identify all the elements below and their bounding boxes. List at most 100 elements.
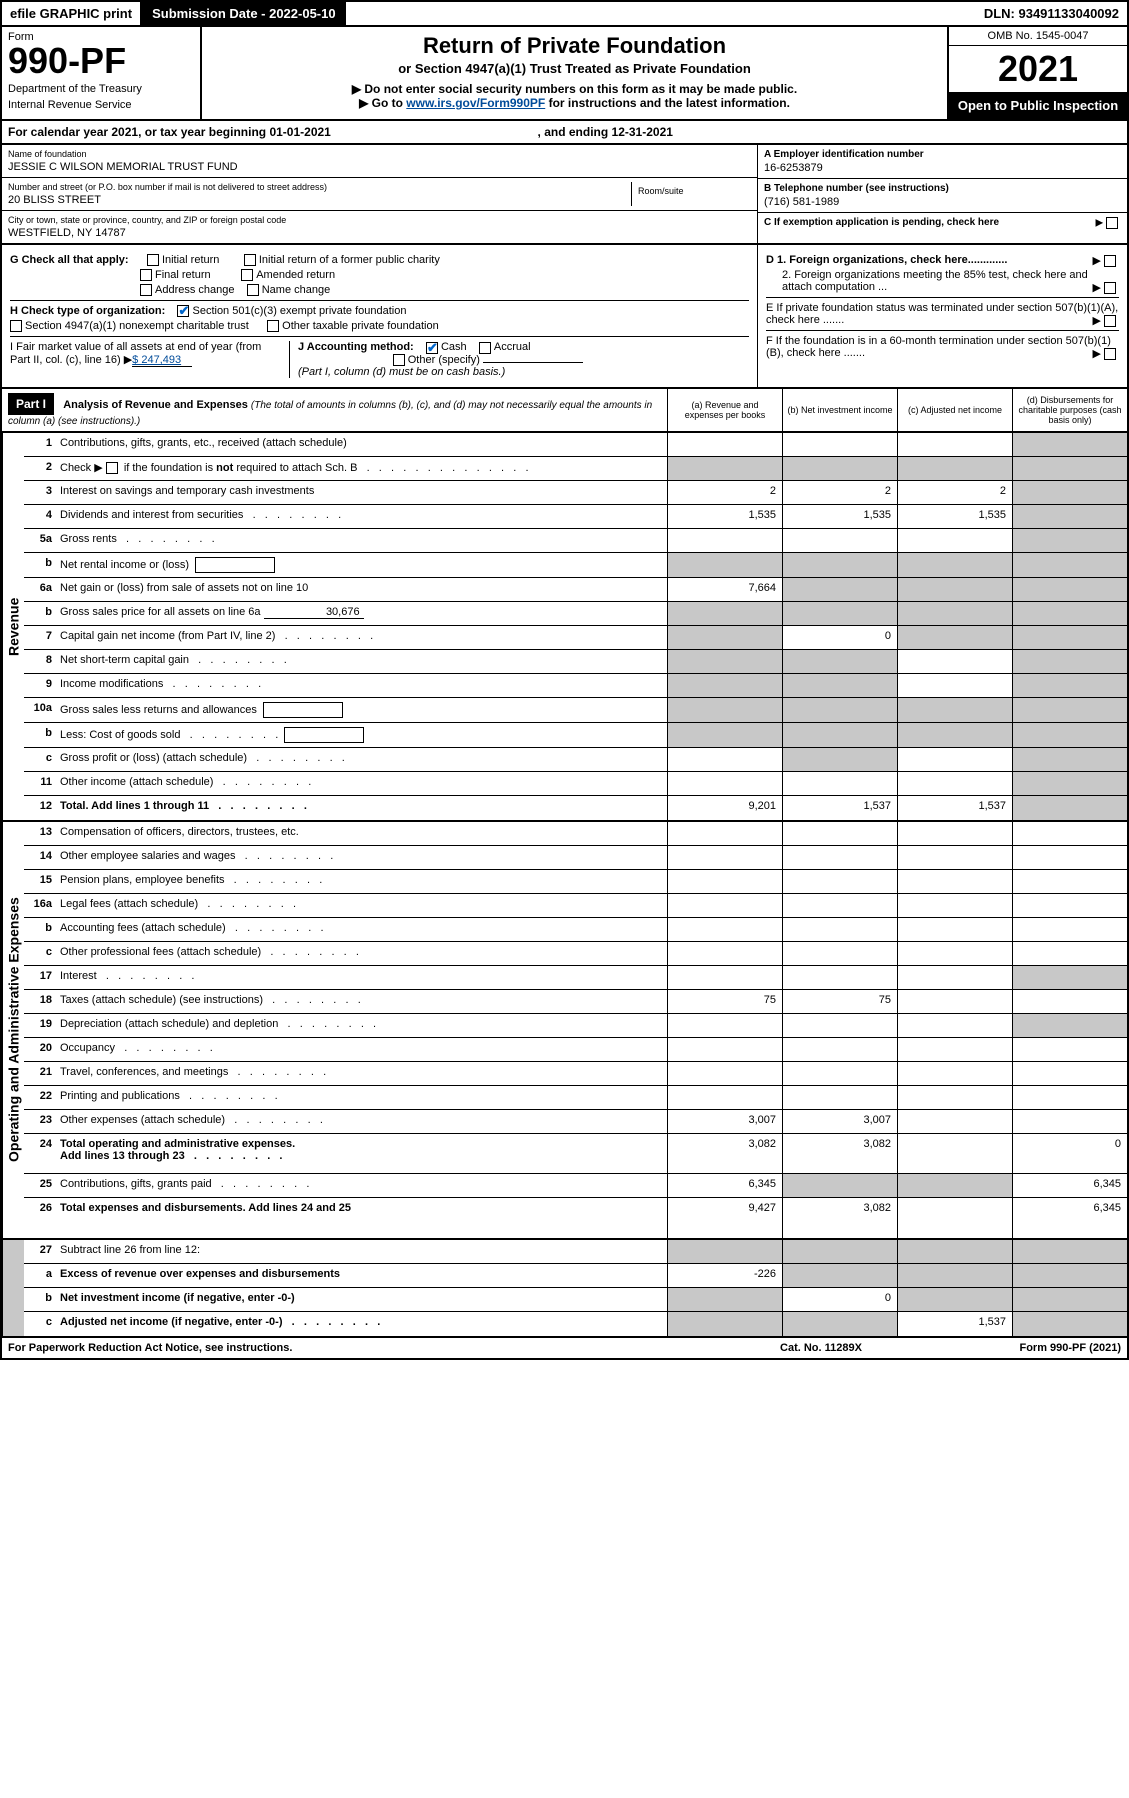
- g-addr-chk[interactable]: [140, 284, 152, 296]
- table-row: 7Capital gain net income (from Part IV, …: [24, 626, 1127, 650]
- d2-chk[interactable]: [1104, 282, 1116, 294]
- table-cell: 75: [667, 990, 782, 1013]
- g-initial-former-chk[interactable]: [244, 254, 256, 266]
- table-row: 19Depreciation (attach schedule) and dep…: [24, 1014, 1127, 1038]
- ssn-warning: ▶ Do not enter social security numbers o…: [212, 82, 937, 96]
- calyear-pre: For calendar year 2021, or tax year begi…: [8, 125, 269, 139]
- line-description: Legal fees (attach schedule) . . . . . .…: [56, 894, 667, 917]
- table-cell: [782, 1240, 897, 1263]
- table-row: 10aGross sales less returns and allowanc…: [24, 698, 1127, 723]
- table-cell: [782, 433, 897, 456]
- table-cell: [1012, 1038, 1127, 1061]
- table-cell: [782, 822, 897, 845]
- f-chk[interactable]: [1104, 348, 1116, 360]
- g-row: G Check all that apply: Initial return I…: [10, 254, 749, 266]
- irs-link[interactable]: www.irs.gov/Form990PF: [406, 96, 545, 110]
- d1-chk[interactable]: [1104, 255, 1116, 267]
- foundation-name: JESSIE C WILSON MEMORIAL TRUST FUND: [8, 161, 751, 173]
- j-other: Other (specify): [408, 354, 480, 366]
- table-cell: [782, 1312, 897, 1336]
- table-row: 3Interest on savings and temporary cash …: [24, 481, 1127, 505]
- ein-cell: A Employer identification number 16-6253…: [758, 145, 1127, 179]
- table-cell: [1012, 674, 1127, 697]
- g-initial-chk[interactable]: [147, 254, 159, 266]
- table-cell: [782, 1174, 897, 1197]
- table-cell: 75: [782, 990, 897, 1013]
- d1-label: D 1. Foreign organizations, check here..…: [766, 254, 1007, 266]
- table-cell: 3,082: [667, 1134, 782, 1173]
- table-cell: [782, 772, 897, 795]
- j-label: J Accounting method:: [298, 341, 414, 353]
- table-cell: [897, 650, 1012, 673]
- ij-row: I Fair market value of all assets at end…: [10, 336, 749, 377]
- line-number: 15: [24, 870, 56, 893]
- c-label: C If exemption application is pending, c…: [764, 217, 999, 228]
- table-cell: [1012, 1110, 1127, 1133]
- line-number: 4: [24, 505, 56, 528]
- j-accrual-chk[interactable]: [479, 342, 491, 354]
- dept-treasury: Department of the Treasury: [8, 83, 194, 95]
- h-501c3-chk[interactable]: [177, 305, 189, 317]
- check-section: G Check all that apply: Initial return I…: [0, 245, 1129, 389]
- j-cash: Cash: [441, 341, 467, 353]
- table-cell: 6,345: [667, 1174, 782, 1197]
- address-row: Number and street (or P.O. box number if…: [2, 178, 757, 211]
- table-cell: 1,537: [897, 796, 1012, 820]
- table-cell: [667, 1312, 782, 1336]
- table-cell: [897, 894, 1012, 917]
- line-description: Other employee salaries and wages . . . …: [56, 846, 667, 869]
- table-cell: 3,007: [667, 1110, 782, 1133]
- e-chk[interactable]: [1104, 315, 1116, 327]
- g-amended-chk[interactable]: [241, 269, 253, 281]
- f-label: F If the foundation is in a 60-month ter…: [766, 335, 1111, 359]
- g-row3: Address change Name change: [10, 284, 749, 296]
- table-cell: [897, 1198, 1012, 1238]
- h-row2: Section 4947(a)(1) nonexempt charitable …: [10, 320, 749, 332]
- line-description: Check ▶ if the foundation is not require…: [56, 457, 667, 480]
- table-row: bGross sales price for all assets on lin…: [24, 602, 1127, 626]
- expenses-side-label: Operating and Administrative Expenses: [2, 822, 24, 1238]
- table-cell: [667, 698, 782, 722]
- revenue-table: Revenue 1Contributions, gifts, grants, e…: [0, 433, 1129, 822]
- j-other-chk[interactable]: [393, 354, 405, 366]
- j-cash-chk[interactable]: [426, 342, 438, 354]
- table-cell: [782, 870, 897, 893]
- table-cell: 2: [782, 481, 897, 504]
- line-number: c: [24, 942, 56, 965]
- h-other-chk[interactable]: [267, 320, 279, 332]
- g-initial: Initial return: [162, 254, 219, 266]
- efile-label[interactable]: efile GRAPHIC print: [2, 2, 142, 25]
- table-cell: [897, 1086, 1012, 1109]
- g-name-chk[interactable]: [247, 284, 259, 296]
- info-right: A Employer identification number 16-6253…: [757, 145, 1127, 243]
- table-cell: 1,535: [667, 505, 782, 528]
- table-cell: 3,082: [782, 1134, 897, 1173]
- table-row: 25Contributions, gifts, grants paid . . …: [24, 1174, 1127, 1198]
- table-cell: [1012, 870, 1127, 893]
- table-row: 21Travel, conferences, and meetings . . …: [24, 1062, 1127, 1086]
- table-cell: [1012, 529, 1127, 552]
- i-value[interactable]: $ 247,493: [132, 354, 192, 367]
- table-cell: 1,537: [897, 1312, 1012, 1336]
- schb-checkbox[interactable]: [106, 462, 118, 474]
- table-cell: [1012, 990, 1127, 1013]
- open-to-public: Open to Public Inspection: [949, 92, 1127, 119]
- table-row: 2Check ▶ if the foundation is not requir…: [24, 457, 1127, 481]
- table-cell: [897, 626, 1012, 649]
- g-final-chk[interactable]: [140, 269, 152, 281]
- table-cell: [1012, 894, 1127, 917]
- h-label: H Check type of organization:: [10, 305, 165, 317]
- h-4947-chk[interactable]: [10, 320, 22, 332]
- line-description: Pension plans, employee benefits . . . .…: [56, 870, 667, 893]
- form-header: Form 990-PF Department of the Treasury I…: [0, 27, 1129, 121]
- line-description: Contributions, gifts, grants, etc., rece…: [56, 433, 667, 456]
- f-row: F If the foundation is in a 60-month ter…: [766, 330, 1119, 359]
- table-cell: [897, 1110, 1012, 1133]
- table-cell: [897, 748, 1012, 771]
- c-checkbox[interactable]: [1106, 217, 1118, 229]
- line-number: 10a: [24, 698, 56, 722]
- e-row: E If private foundation status was termi…: [766, 297, 1119, 326]
- line-number: 17: [24, 966, 56, 989]
- table-cell: [782, 846, 897, 869]
- table-row: 26Total expenses and disbursements. Add …: [24, 1198, 1127, 1238]
